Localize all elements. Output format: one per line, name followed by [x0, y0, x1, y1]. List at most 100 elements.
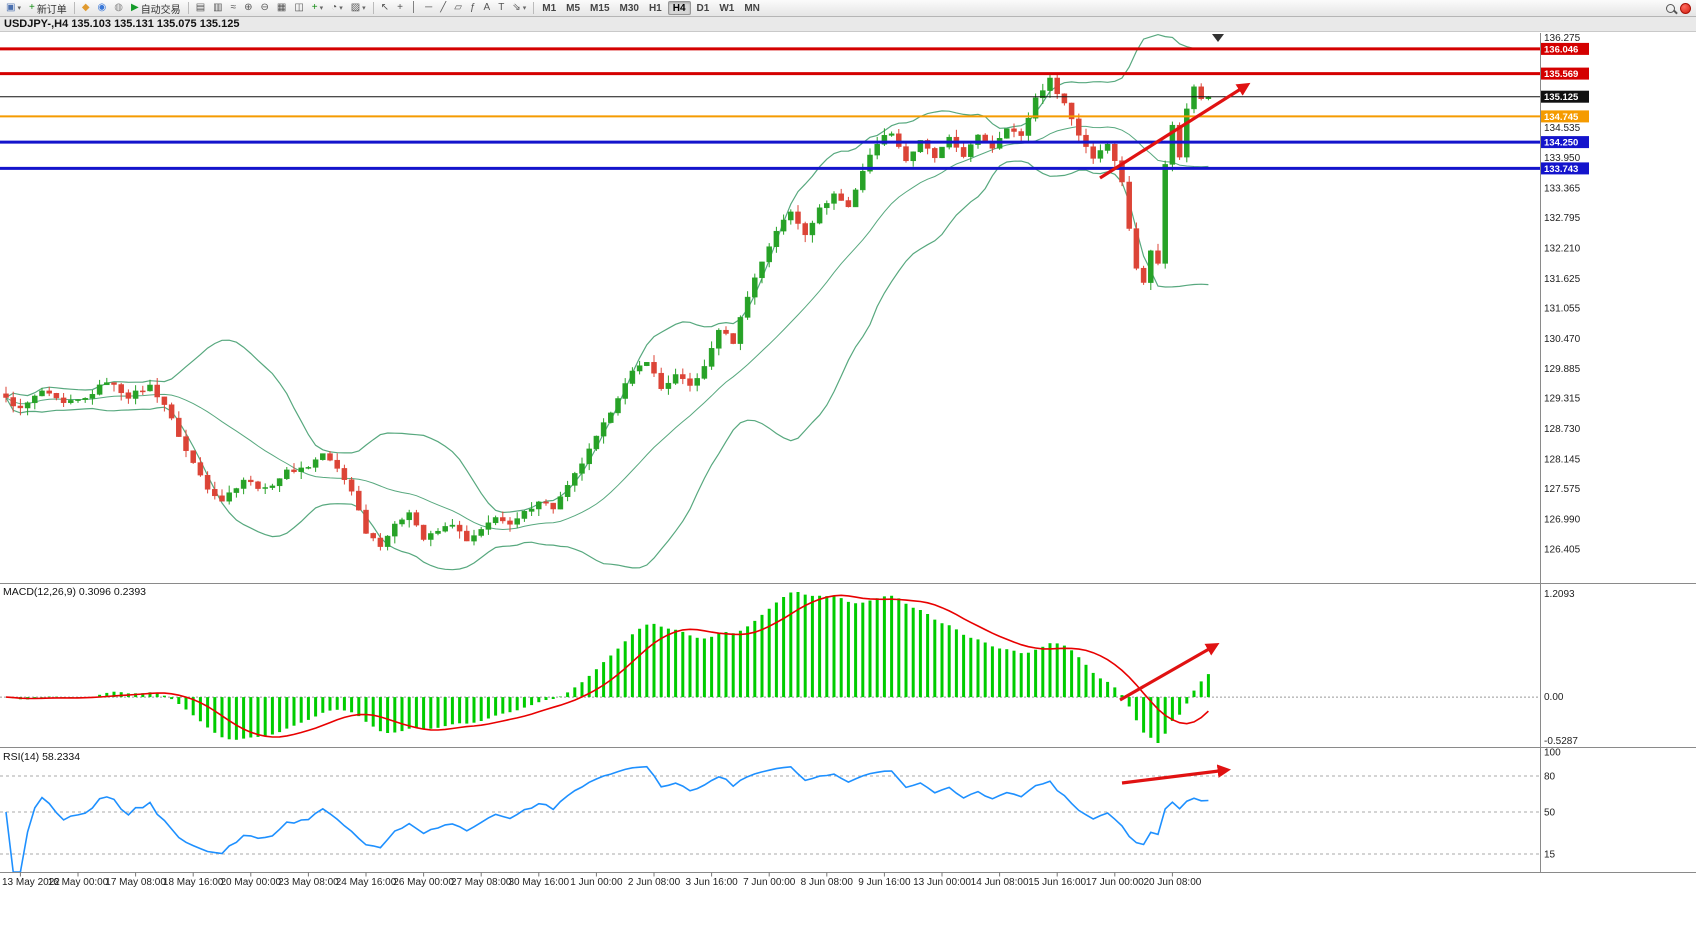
time-label: 17 Jun 00:00	[1086, 877, 1144, 888]
cursor-button[interactable]: ↖	[378, 1, 392, 15]
bollinger-middle-band	[5, 125, 1209, 531]
mql5-market-button[interactable]: ◆	[79, 1, 93, 15]
new-chart-icon: ▣	[6, 2, 16, 13]
mql5-market-icon: ◆	[81, 2, 90, 13]
chart-canvas[interactable]: MACD(12,26,9) 0.3096 0.2393 RSI(14) 58.23…	[0, 33, 1696, 941]
timeframe-h1-button[interactable]: H1	[648, 2, 662, 14]
price-tag-label: 136.046	[1544, 44, 1578, 55]
time-label: 8 Jun 08:00	[801, 877, 854, 888]
cascade-windows-button[interactable]: ◫	[291, 1, 306, 15]
price-tick-label: 134.535	[1544, 123, 1581, 134]
fibonacci-button[interactable]: ƒ	[467, 1, 479, 15]
price-tick-label: 126.990	[1544, 514, 1581, 525]
channel-button[interactable]: ▱	[451, 1, 465, 15]
text-button[interactable]: A	[481, 1, 494, 15]
price-tag-label: 134.250	[1544, 138, 1578, 149]
price-tick-label: 130.470	[1544, 334, 1581, 345]
chart-shift-marker-icon[interactable]	[1212, 34, 1224, 42]
timeframe-mn-button[interactable]: MN	[744, 2, 760, 14]
price-tick-label: 132.795	[1544, 213, 1581, 224]
timeframe-m5-button[interactable]: M5	[566, 2, 581, 14]
timeframe-m15-button[interactable]: M15	[590, 2, 610, 14]
crosshair-button[interactable]: +	[394, 1, 406, 15]
new-chart-button[interactable]: ▣ ▾	[3, 1, 24, 15]
trend-arrow-main[interactable]	[1099, 82, 1251, 180]
dropdown-arrow-icon: ▾	[339, 5, 343, 12]
cascade-windows-icon: ◫	[294, 2, 304, 13]
price-tag-label: 135.569	[1544, 69, 1578, 80]
line-chart-icon: ≈	[230, 2, 237, 13]
time-label: 14 Jun 08:00	[971, 877, 1029, 888]
macd-signal-line	[5, 594, 1209, 738]
panel-separators	[0, 33, 1696, 873]
timeframe-m1-button[interactable]: M1	[542, 2, 557, 14]
time-label: 23 May 08:00	[278, 877, 339, 888]
price-axis[interactable]: 136.275 134.535 133.950 133.365 132.795 132.2…	[1541, 33, 1589, 861]
bar-chart-button[interactable]: ▤	[193, 1, 208, 15]
arrow-objects-icon: ⇘	[512, 2, 521, 13]
rsi-label: RSI(14) 58.2334	[3, 751, 80, 763]
new-order-button[interactable]: + 新订单	[26, 1, 70, 15]
time-label: 9 Jun 16:00	[858, 877, 911, 888]
auto-trading-icon: ▶	[130, 2, 139, 13]
time-label: 7 Jun 00:00	[743, 877, 796, 888]
arrow-objects-button[interactable]: ⇘ ▾	[509, 1, 529, 15]
text-icon: A	[483, 2, 491, 13]
line-chart-button[interactable]: ≈	[228, 1, 240, 15]
profile-button[interactable]: ◉	[95, 1, 110, 15]
rsi-line	[5, 765, 1209, 872]
label-icon: T	[498, 2, 505, 13]
trend-arrow-macd[interactable]	[1119, 642, 1220, 702]
time-label: 24 May 16:00	[336, 877, 397, 888]
new-order-icon: +	[28, 2, 35, 13]
notification-indicator-icon[interactable]	[1680, 2, 1691, 14]
toolbar-separator	[187, 2, 189, 14]
dropdown-arrow-icon: ▾	[362, 5, 366, 12]
trend-arrow-rsi[interactable]	[1121, 764, 1232, 785]
auto-trading-button[interactable]: ▶ 自动交易	[128, 1, 184, 15]
macd-panel[interactable]: MACD(12,26,9) 0.3096 0.2393	[0, 586, 1540, 743]
rsi-panel[interactable]: RSI(14) 58.2334	[0, 751, 1540, 872]
zoom-in-button[interactable]: ⊕	[241, 1, 255, 15]
candlestick-chart-button[interactable]: ▥	[210, 1, 225, 15]
time-label: 17 May 08:00	[105, 877, 166, 888]
vertical-line-icon: │	[410, 2, 418, 13]
search-icon[interactable]	[1666, 3, 1675, 13]
timeframe-m30-button[interactable]: M30	[619, 2, 639, 14]
time-label: 15 Jun 16:00	[1028, 877, 1086, 888]
periods-button[interactable]: ◔ ▾	[328, 1, 346, 15]
main-chart-panel[interactable]	[3, 33, 1212, 571]
candlestick-series	[3, 73, 1212, 551]
price-tick-label: 132.210	[1544, 244, 1581, 255]
timeframe-d1-button[interactable]: D1	[696, 2, 710, 14]
tile-windows-button[interactable]: ▦	[274, 1, 289, 15]
time-label: 13 Jun 00:00	[913, 877, 971, 888]
price-tick-label: 129.315	[1544, 394, 1581, 405]
macd-scale-label: -0.5287	[1544, 736, 1578, 747]
price-tag-135.569	[1541, 67, 1589, 80]
zoom-out-button[interactable]: ⊖	[257, 1, 271, 15]
time-label: 20 Jun 08:00	[1143, 877, 1201, 888]
price-tick-label: 129.885	[1544, 364, 1581, 375]
templates-button[interactable]: ▨ ▾	[348, 1, 369, 15]
indicators-button[interactable]: + ▾	[309, 1, 326, 15]
templates-icon: ▨	[350, 2, 361, 13]
virtual-hosting-button[interactable]: ◍	[111, 1, 126, 15]
price-tick-label: 128.145	[1544, 454, 1581, 465]
timeframe-w1-button[interactable]: W1	[719, 2, 735, 14]
label-button[interactable]: T	[495, 1, 507, 15]
toolbar-separator	[73, 2, 75, 14]
crosshair-icon: +	[397, 2, 403, 13]
rsi-scale-label: 80	[1544, 772, 1556, 783]
toolbar-separator	[372, 2, 374, 14]
dropdown-arrow-icon: ▾	[522, 5, 527, 12]
horizontal-line-button[interactable]: ─	[422, 1, 435, 15]
timeframe-h4-button[interactable]: H4	[667, 1, 691, 15]
dropdown-arrow-icon: ▾	[17, 5, 21, 12]
macd-histogram	[11, 592, 1210, 743]
profile-icon: ◉	[97, 2, 107, 13]
vertical-line-button[interactable]: │	[408, 1, 420, 15]
trendline-button[interactable]: ╱	[437, 1, 449, 15]
